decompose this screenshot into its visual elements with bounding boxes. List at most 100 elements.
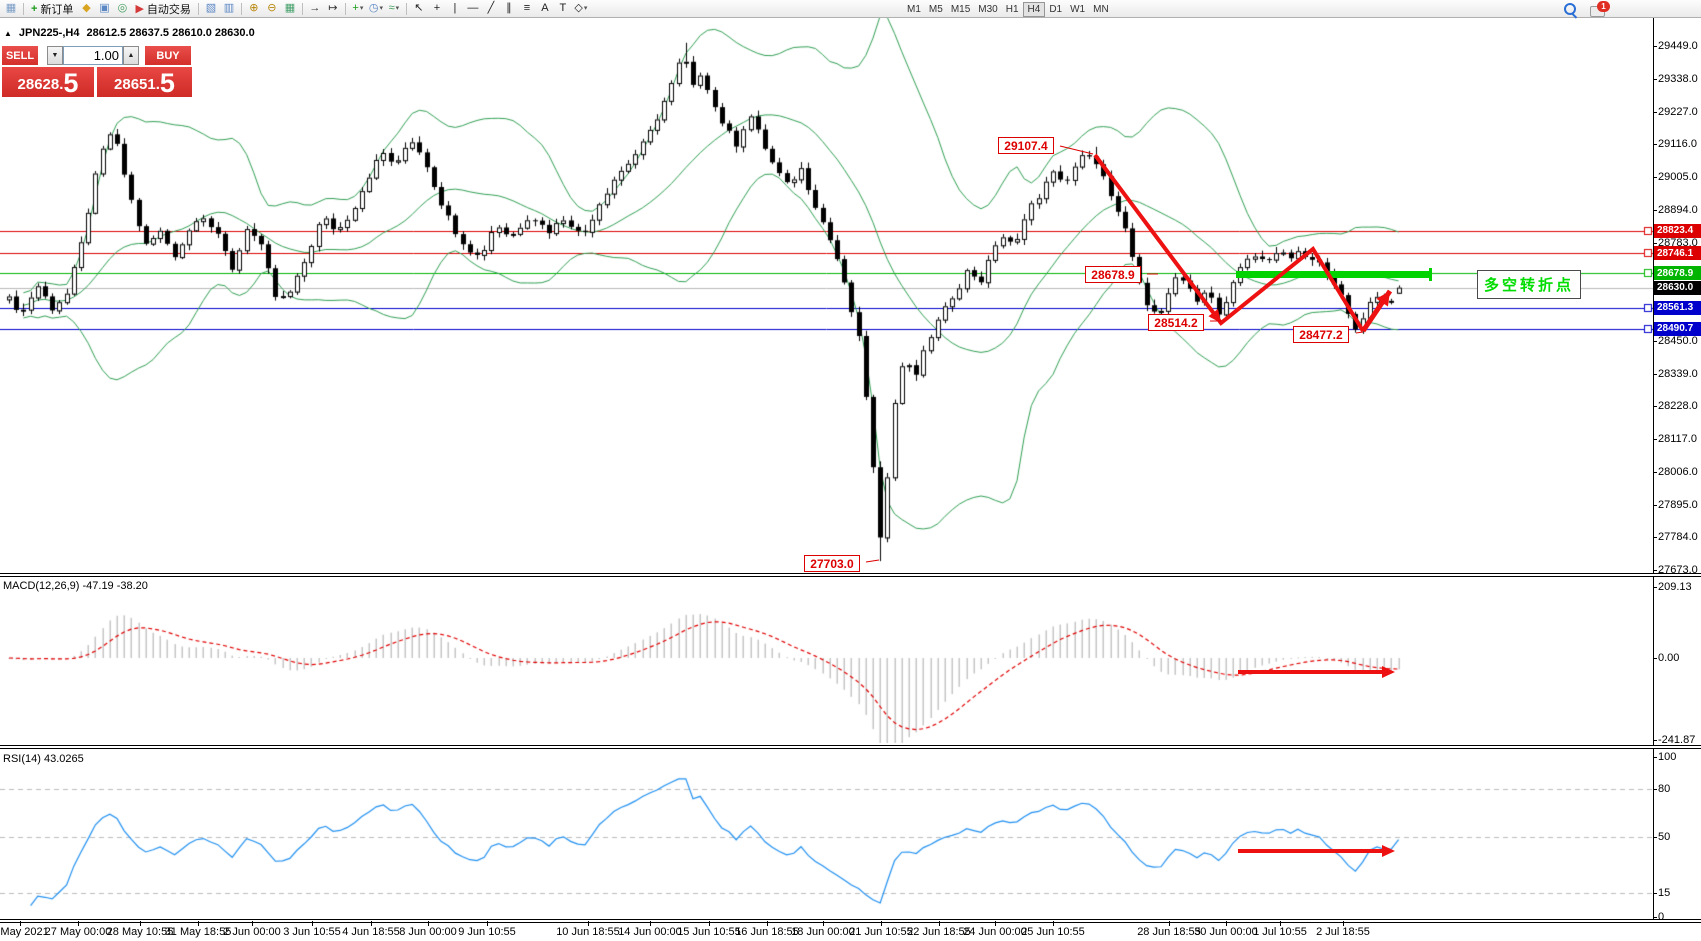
- search-handle: [1571, 12, 1578, 19]
- zoom-in-icon[interactable]: ⊕: [245, 1, 263, 16]
- price-tick: 28894.0: [1658, 203, 1698, 216]
- arrows-icon[interactable]: ◇ ▾: [572, 1, 590, 16]
- buy-price-main: 28651.: [114, 76, 160, 93]
- zoom-out-icon: ⊖: [267, 2, 277, 14]
- indicators-icon[interactable]: + ▾: [349, 1, 367, 16]
- fibonacci-icon[interactable]: ≡: [518, 1, 536, 16]
- price-chart-canvas[interactable]: [0, 18, 1653, 574]
- horizontal-line-icon[interactable]: —: [464, 1, 482, 16]
- toolbar-separator: [405, 2, 407, 15]
- crosshair-icon[interactable]: +: [428, 1, 446, 16]
- fibonacci-icon: ≡: [523, 2, 531, 14]
- buy-price-display[interactable]: 28651. 5: [97, 67, 192, 97]
- expert-advisors-icon: ▣: [99, 2, 110, 14]
- timeframe-W1[interactable]: W1: [1070, 3, 1086, 15]
- chart-window-icon[interactable]: ▦: [2, 1, 20, 16]
- time-tick-mark: [428, 921, 429, 926]
- autotrading-button[interactable]: ▶ 自动交易: [131, 1, 194, 16]
- toolbar-separator: [301, 2, 303, 15]
- time-tick-mark: [78, 921, 79, 926]
- indicators-icon-dropdown: ▾: [359, 5, 364, 12]
- price-tick-mark: [1653, 341, 1657, 342]
- panel-separator-rsi[interactable]: [0, 745, 1701, 749]
- sell-price-display[interactable]: 28628. 5: [2, 67, 94, 97]
- signals-icon: ◎: [117, 2, 128, 14]
- text-label-icon[interactable]: T: [554, 1, 572, 16]
- timeframe-H4[interactable]: H4: [1022, 1, 1046, 17]
- search-icon[interactable]: [1562, 2, 1578, 19]
- price-annotation-label[interactable]: 27703.0: [804, 555, 860, 572]
- price-tick: 29449.0: [1658, 40, 1698, 52]
- buy-button[interactable]: BUY: [145, 46, 191, 65]
- buy-price-big-digit: 5: [159, 68, 175, 98]
- collapse-triangle-icon[interactable]: ▲: [4, 28, 12, 38]
- trendline-icon[interactable]: ╱: [482, 1, 500, 16]
- profiles-icon[interactable]: ▥: [220, 1, 238, 16]
- new-chart-icon: ▧: [205, 2, 217, 14]
- price-badge: 28823.4: [1654, 223, 1701, 238]
- price-annotation-label[interactable]: 28477.2: [1293, 326, 1349, 343]
- sell-price-big-digit: 5: [63, 68, 79, 98]
- price-tick-mark: [1653, 144, 1657, 145]
- notifications-icon[interactable]: 1: [1590, 0, 1610, 17]
- text-icon[interactable]: A: [536, 1, 554, 16]
- price-annotation-label[interactable]: 29107.4: [998, 137, 1054, 154]
- timeframe-M15[interactable]: M15: [950, 3, 971, 15]
- new-order-icon: +: [31, 2, 38, 15]
- price-tick-mark: [1653, 243, 1657, 244]
- turning-point-label[interactable]: 多空转折点: [1477, 270, 1582, 299]
- rsi-panel-canvas[interactable]: [0, 750, 1653, 919]
- timeframe-M30[interactable]: M30: [978, 3, 998, 15]
- price-annotation-label[interactable]: 28678.9: [1085, 266, 1141, 283]
- new-order-button[interactable]: + 新订单: [27, 1, 77, 16]
- time-label: 4 Jun 18:55: [342, 926, 400, 938]
- price-tick: 29338.0: [1658, 72, 1698, 85]
- history-center-icon[interactable]: ◆: [77, 1, 95, 16]
- chart-shift-icon[interactable]: ↦: [324, 1, 342, 16]
- history-center-icon: ◆: [82, 2, 91, 14]
- timeframe-M5[interactable]: M5: [928, 3, 943, 15]
- tile-windows-icon[interactable]: ▦: [281, 1, 299, 16]
- equidistant-channel-icon[interactable]: ∥: [500, 1, 518, 16]
- time-tick-mark: [371, 921, 372, 926]
- autotrading-button-label: 自动交易: [146, 3, 191, 16]
- time-label: 8 Jun 00:00: [399, 926, 457, 938]
- volume-up-button[interactable]: ▲: [123, 46, 139, 65]
- volume-down-button[interactable]: ▼: [47, 46, 63, 65]
- expert-advisors-icon[interactable]: ▣: [95, 1, 113, 16]
- trendline-icon: ╱: [487, 2, 495, 14]
- indicators-icon: +: [352, 2, 359, 14]
- timeframe-H1[interactable]: H1: [1005, 3, 1019, 15]
- rsi-axis-tick: 50: [1658, 831, 1671, 843]
- price-tick-mark: [1653, 472, 1657, 473]
- new-chart-icon[interactable]: ▧: [202, 1, 220, 16]
- timeframe-D1[interactable]: D1: [1049, 3, 1063, 15]
- sell-price-main: 28628.: [17, 76, 64, 93]
- price-tick: 27784.0: [1658, 531, 1698, 544]
- auto-scroll-icon[interactable]: →: [306, 1, 324, 16]
- zoom-out-icon[interactable]: ⊖: [263, 1, 281, 16]
- time-label: 24 Jun 00:00: [963, 926, 1027, 938]
- vertical-line-icon[interactable]: |: [446, 1, 464, 16]
- time-tick-mark: [823, 921, 824, 926]
- templates-icon[interactable]: ≈ ▾: [385, 1, 403, 16]
- periods-icon[interactable]: ◷ ▾: [367, 1, 385, 16]
- zoom-in-icon: ⊕: [249, 2, 259, 14]
- price-tick: 28228.0: [1658, 400, 1698, 413]
- time-label: 2 Jul 18:55: [1316, 926, 1370, 938]
- price-tick: 27895.0: [1658, 498, 1698, 511]
- panel-separator-macd[interactable]: [0, 573, 1701, 577]
- support-zone-bar[interactable]: [1236, 271, 1430, 278]
- time-tick-mark: [1053, 921, 1054, 926]
- volume-input[interactable]: [63, 46, 123, 65]
- signals-icon[interactable]: ◎: [113, 1, 131, 16]
- cursor-icon[interactable]: ↖: [410, 1, 428, 16]
- timeframe-M1[interactable]: M1: [907, 3, 921, 15]
- price-annotation-label[interactable]: 28514.2: [1148, 314, 1204, 331]
- time-label: 18 Jun 00:00: [791, 926, 855, 938]
- toolbar-separator: [23, 2, 24, 15]
- sell-button[interactable]: SELL: [2, 46, 38, 65]
- macd-panel-canvas[interactable]: [0, 577, 1653, 745]
- new-order-button-label: 新订单: [40, 3, 74, 16]
- timeframe-MN[interactable]: MN: [1093, 3, 1109, 15]
